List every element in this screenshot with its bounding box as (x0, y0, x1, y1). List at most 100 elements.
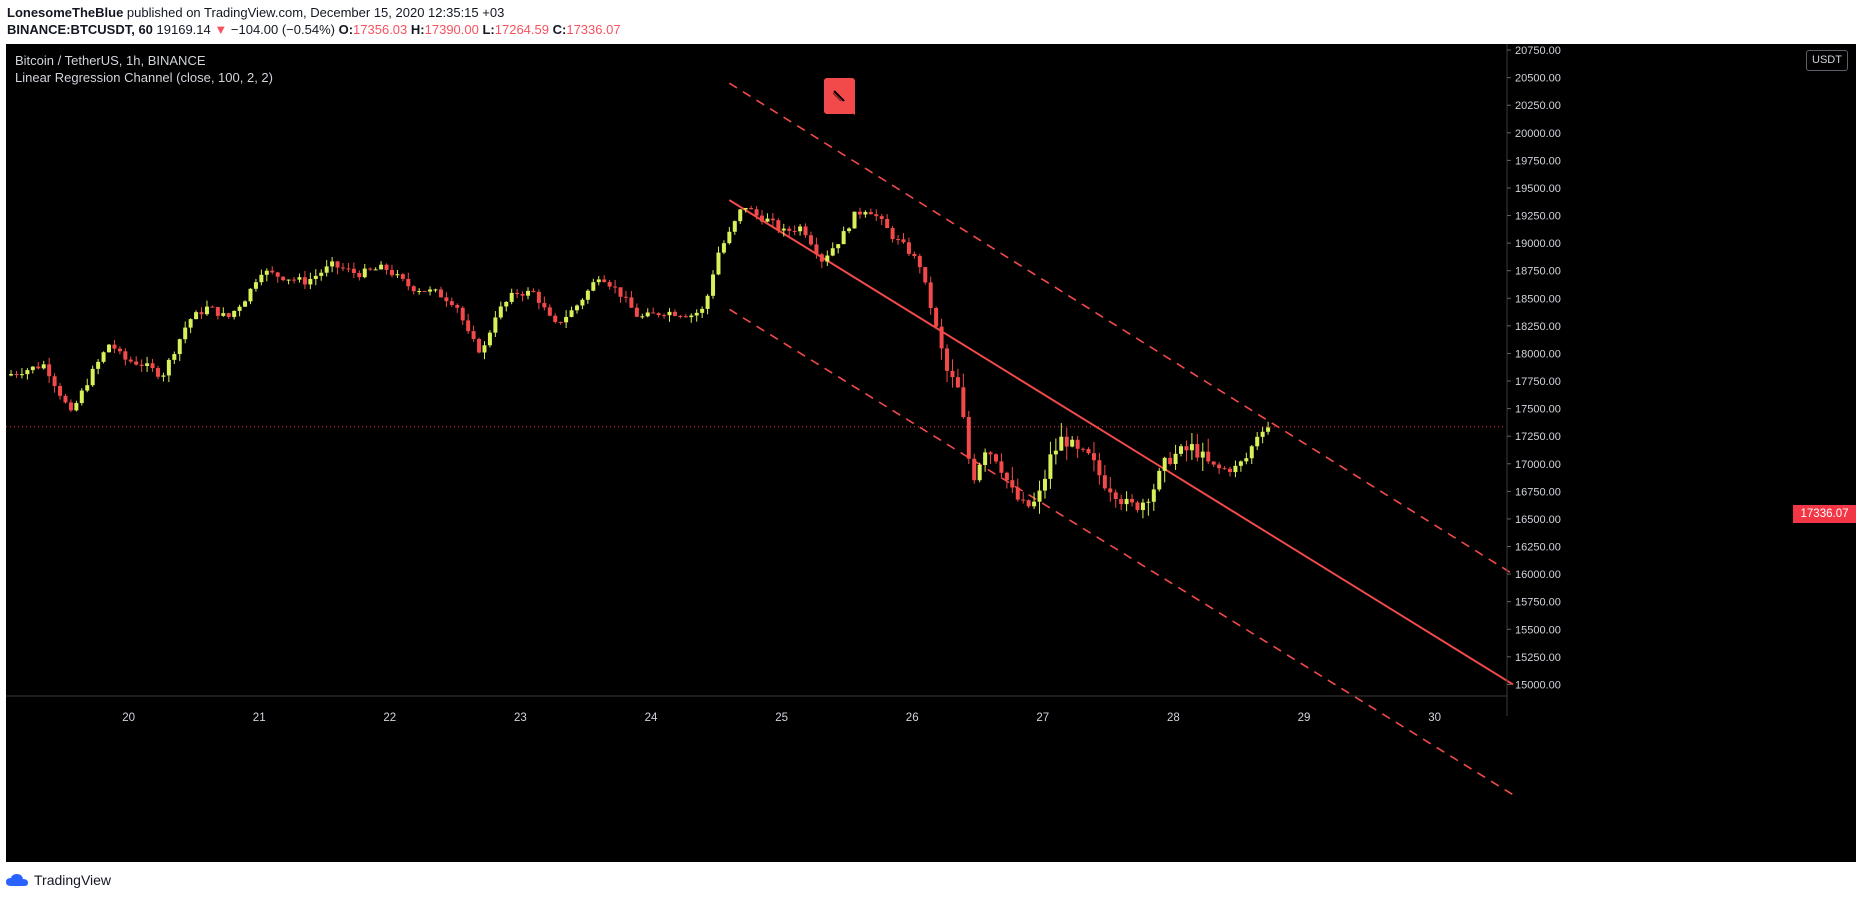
candle-body (433, 289, 438, 291)
candle-body (112, 344, 117, 349)
candle-body (1086, 449, 1091, 454)
candle-body (357, 272, 362, 278)
candle-body (52, 376, 57, 387)
candle-body (319, 272, 324, 276)
candle-body (324, 266, 329, 273)
candle-body (1206, 451, 1211, 462)
candle-body (90, 368, 95, 386)
candle-body (569, 310, 574, 317)
candle-body (1075, 439, 1080, 449)
candle-body (950, 370, 955, 378)
regression-channel[interactable] (728, 82, 1514, 796)
regression-lower-line[interactable] (728, 308, 1514, 796)
candle-body (667, 311, 672, 316)
candle-body (574, 305, 579, 311)
candle-body (585, 290, 590, 300)
regression-mid-line[interactable] (728, 199, 1514, 686)
candle-body (857, 211, 862, 215)
footer: TradingView (6, 868, 111, 892)
y-tick-label: 20250.00 (1515, 100, 1561, 112)
candle-body (863, 212, 868, 215)
candle-body (14, 374, 19, 376)
currency-button[interactable]: USDT (1806, 50, 1848, 71)
candle-body (912, 253, 917, 257)
author-name[interactable]: LonesomeTheBlue (7, 5, 124, 20)
candle-body (781, 228, 786, 231)
candle-body (1255, 436, 1260, 447)
price-chart[interactable]: 20750.00 20500.00 20250.00 20000.00 19750.00… (6, 44, 1856, 862)
chart-area[interactable]: 20750.00 20500.00 20250.00 20000.00 19750.00… (6, 44, 1856, 862)
candle-body (1238, 461, 1243, 466)
candle-body (74, 403, 79, 411)
candle-body (1146, 501, 1151, 503)
y-tick-label: 19750.00 (1515, 155, 1561, 167)
candle-body (836, 244, 841, 249)
candle-body (243, 301, 248, 307)
candle-body (1266, 427, 1271, 432)
candle-body (629, 297, 634, 308)
x-tick-label: 23 (514, 712, 527, 724)
candle-body (591, 282, 596, 291)
candle-body (672, 311, 677, 316)
symbol-label: BINANCE:BTCUSDT, 60 (7, 22, 153, 37)
x-tick-label: 25 (775, 712, 788, 724)
footer-brand[interactable]: TradingView (34, 872, 112, 888)
candle-body (1211, 461, 1216, 465)
symbol-title[interactable]: Bitcoin / TetherUS, 1h, BINANCE (15, 53, 206, 68)
candle-body (678, 315, 683, 317)
candle-body (760, 215, 765, 222)
indicator-title[interactable]: Linear Regression Channel (close, 100, 2… (15, 70, 273, 85)
candle-body (139, 364, 144, 366)
candle-body (428, 289, 433, 292)
candle-body (1053, 450, 1058, 455)
candle-body (19, 374, 24, 376)
candle-body (487, 332, 492, 346)
candle-body (580, 299, 585, 306)
candle-body (177, 339, 182, 355)
y-tick-label: 18250.00 (1515, 321, 1561, 333)
y-tick-label: 20500.00 (1515, 73, 1561, 85)
candle-body (1032, 501, 1037, 507)
x-tick-label: 20 (122, 712, 135, 724)
candle-body (1260, 431, 1265, 437)
candle-body (36, 366, 41, 369)
candle-body (215, 307, 220, 316)
candle-body (362, 268, 367, 278)
candle-body (330, 261, 335, 267)
candle-body (879, 216, 884, 219)
candle-body (727, 231, 732, 244)
candle-body (389, 269, 394, 276)
candle-body (204, 306, 209, 315)
candle-body (281, 276, 286, 281)
candle-body (498, 306, 503, 318)
y-tick-label: 15750.00 (1515, 597, 1561, 609)
candle-body (1026, 500, 1031, 507)
candle-body (30, 366, 35, 371)
regression-upper-line[interactable] (728, 82, 1514, 575)
candle-body (1004, 472, 1009, 481)
candle-body (1157, 470, 1162, 490)
candle-body (689, 315, 694, 318)
candle-body (253, 282, 258, 289)
y-tick-label: 15000.00 (1515, 679, 1561, 691)
candle-body (553, 315, 558, 322)
axes[interactable]: 20750.00 20500.00 20250.00 20000.00 19750.00… (6, 44, 1561, 724)
candle-body (602, 279, 607, 283)
x-tick-label: 24 (645, 712, 658, 724)
candle-body (308, 278, 313, 285)
y-tick-label: 19000.00 (1515, 238, 1561, 250)
candle-body (1048, 454, 1053, 479)
y-tick-label: 18000.00 (1515, 348, 1561, 360)
candle-body (906, 242, 911, 254)
chart-header: LonesomeTheBlue published on TradingView… (7, 4, 621, 40)
candle-body (117, 348, 122, 352)
candle-body (460, 307, 465, 321)
tradingview-cloud-icon[interactable] (6, 873, 28, 887)
change-arrow-icon: ▼ (214, 22, 228, 37)
candle-body (107, 344, 112, 353)
candle-body (705, 295, 710, 309)
drawing-handle-icon[interactable] (824, 78, 855, 115)
candle-body (999, 461, 1004, 473)
candle-body (1064, 436, 1069, 447)
candle-body (961, 387, 966, 418)
